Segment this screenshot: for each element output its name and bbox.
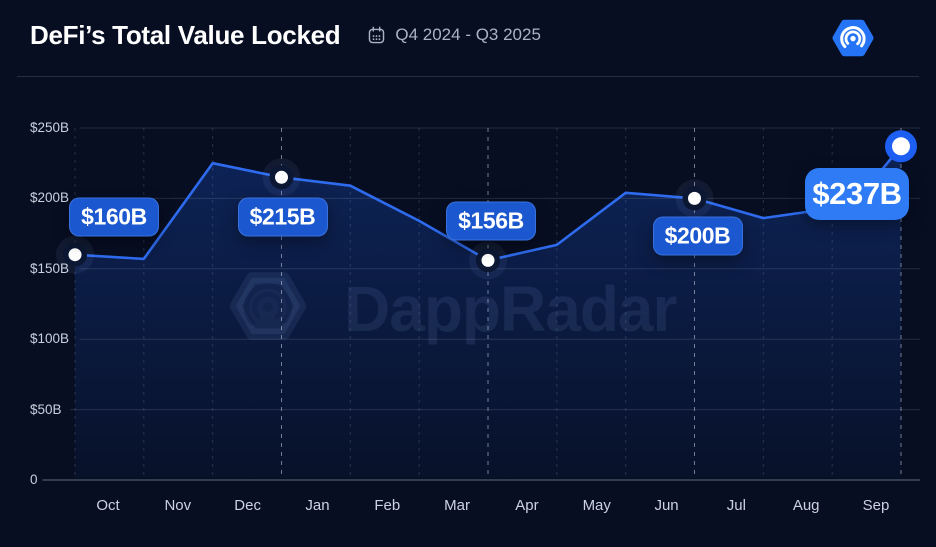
x-tick-label: Jan [305,497,330,514]
x-tick-label: Sep [862,497,890,514]
data-point [892,137,910,156]
y-tick-label: 0 [30,472,38,487]
data-point [68,248,82,262]
y-tick-label: $50B [30,401,62,417]
page-title: DeFi’s Total Value Locked [30,20,341,50]
y-tick-label: $100B [30,331,70,347]
y-tick-label: $150B [30,260,70,276]
data-point [688,191,701,205]
x-tick-label: Aug [792,497,820,514]
value-label: $156B [446,201,536,241]
y-tick-label: $250B [30,120,70,135]
dappradar-logo[interactable] [831,16,875,60]
value-label: $237B [805,168,909,221]
x-tick-label: May [582,497,611,514]
x-tick-label: Dec [234,497,261,514]
header: DeFi’s Total Value Locked Q4 2024 - Q3 2… [30,18,906,57]
x-tick-label: Mar [444,497,471,514]
value-label: $160B [69,197,159,237]
x-tick-label: Jun [654,497,679,514]
value-label: $200B [652,216,743,256]
data-point [275,170,288,184]
x-tick-label: Nov [164,497,192,514]
x-tick-label: Oct [96,497,120,514]
x-tick-label: Jul [726,497,746,514]
data-point [481,253,495,267]
x-tick-label: Apr [515,497,539,514]
y-tick-label: $200B [30,190,70,206]
header-divider [17,76,919,77]
x-tick-label: Feb [374,497,401,514]
calendar-icon [367,26,386,45]
date-range: Q4 2024 - Q3 2025 [367,25,541,45]
value-label: $215B [237,197,328,237]
date-range-label: Q4 2024 - Q3 2025 [395,25,541,44]
